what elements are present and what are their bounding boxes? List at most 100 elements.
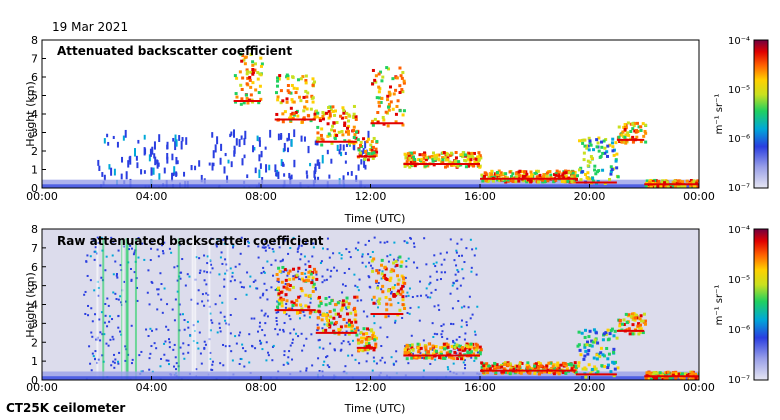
cloud-cell (385, 66, 389, 70)
noise-speckle (319, 313, 322, 316)
cloud-cell (345, 130, 349, 134)
cloud-cell (466, 351, 470, 355)
cloud-cell (660, 181, 664, 185)
cloud-cell (597, 352, 601, 356)
noise-speckle (133, 251, 136, 254)
cloud-cell (679, 377, 683, 380)
cloud-cell (367, 344, 371, 348)
noise-speckle (457, 300, 460, 303)
cloud-cell (442, 151, 446, 155)
precip-speckle (103, 138, 106, 144)
cloud-cell (520, 361, 524, 365)
cloud-cell (545, 174, 549, 178)
cloud-cell (357, 148, 361, 152)
noise-speckle (112, 273, 115, 276)
cloud-cell (409, 161, 413, 165)
precip-speckle (246, 174, 249, 179)
noise-speckle (321, 275, 324, 278)
noise-speckle (263, 334, 266, 337)
cloud-cell (296, 309, 300, 313)
noise-speckle (259, 342, 262, 345)
noise-stripe (208, 238, 211, 380)
noise-speckle (159, 365, 162, 368)
noise-speckle (386, 336, 389, 339)
cloud-cell (495, 171, 499, 175)
noise-speckle (325, 356, 328, 359)
noise-speckle (364, 265, 367, 268)
cloud-cell (491, 364, 495, 368)
cloud-cell (317, 316, 321, 320)
cloud-cell (596, 141, 600, 145)
noise-speckle (112, 338, 115, 341)
cloud-cell (367, 152, 371, 156)
cloud-cell (242, 101, 246, 105)
precip-speckle (128, 156, 131, 163)
noise-speckle (375, 362, 378, 365)
cloud-cell (455, 343, 459, 347)
cloud-cell (649, 377, 653, 380)
cloud-cell (449, 151, 453, 155)
cloud-cell (387, 90, 391, 94)
cloud-cell (644, 123, 648, 127)
cloud-cell (303, 105, 307, 109)
cloud-cell (669, 376, 673, 380)
noise-speckle (452, 323, 455, 326)
cloud-cell (535, 179, 539, 183)
cloud-cell (503, 362, 507, 366)
cloud-cell (333, 109, 337, 113)
noise-speckle (470, 270, 473, 273)
precip-speckle (158, 134, 161, 142)
cloud-cell (490, 173, 494, 177)
cloud-cell (456, 357, 460, 361)
noise-speckle (376, 285, 379, 288)
noise-speckle (393, 241, 396, 244)
cloud-cell (279, 296, 283, 300)
cloud-cell (410, 356, 414, 360)
cloud-cell (275, 112, 279, 116)
noise-speckle (407, 257, 410, 260)
cloud-cell (306, 91, 310, 95)
cloud-cell (645, 179, 649, 183)
cloud-cell (431, 158, 435, 162)
noise-speckle (429, 296, 432, 299)
cloud-cell (487, 176, 491, 180)
cloud-cell (541, 175, 545, 179)
cloud-cell (631, 332, 635, 336)
noise-speckle (298, 278, 301, 281)
noise-speckle (225, 263, 228, 266)
cloud-cell (313, 112, 317, 116)
precip-speckle (124, 129, 127, 138)
noise-speckle (335, 269, 338, 272)
cloud-cell (371, 269, 375, 273)
cloud-cell (289, 115, 293, 119)
cloud-cell (585, 175, 589, 179)
cloud-cell (478, 165, 482, 169)
cloud-cell (608, 143, 612, 147)
precip-speckle (108, 164, 111, 170)
noise-speckle (326, 248, 329, 251)
noise-speckle (443, 258, 446, 261)
colorbar-gradient (753, 39, 769, 189)
cloud-cell (648, 180, 652, 184)
cloud-cell (394, 88, 398, 92)
cloud-cell (588, 329, 592, 333)
cloud-cell (385, 302, 389, 306)
cloud-cell (395, 292, 399, 296)
cloud-cell (371, 145, 375, 149)
noise-speckle (163, 241, 166, 244)
cloud-cell (341, 299, 345, 303)
cloud-cell (253, 62, 257, 66)
noise-speckle (344, 333, 347, 336)
noise-speckle (411, 295, 414, 298)
noise-speckle (296, 250, 299, 253)
noise-speckle (287, 252, 290, 255)
noise-speckle (439, 278, 442, 281)
cloud-cell (380, 272, 384, 276)
cloud-cell (458, 348, 462, 352)
cloud-cell (463, 348, 467, 352)
noise-speckle (117, 249, 120, 252)
noise-speckle (145, 328, 148, 331)
cloud-cell (299, 99, 303, 103)
cloud-cell (374, 342, 378, 346)
cloud-cell (629, 315, 633, 319)
